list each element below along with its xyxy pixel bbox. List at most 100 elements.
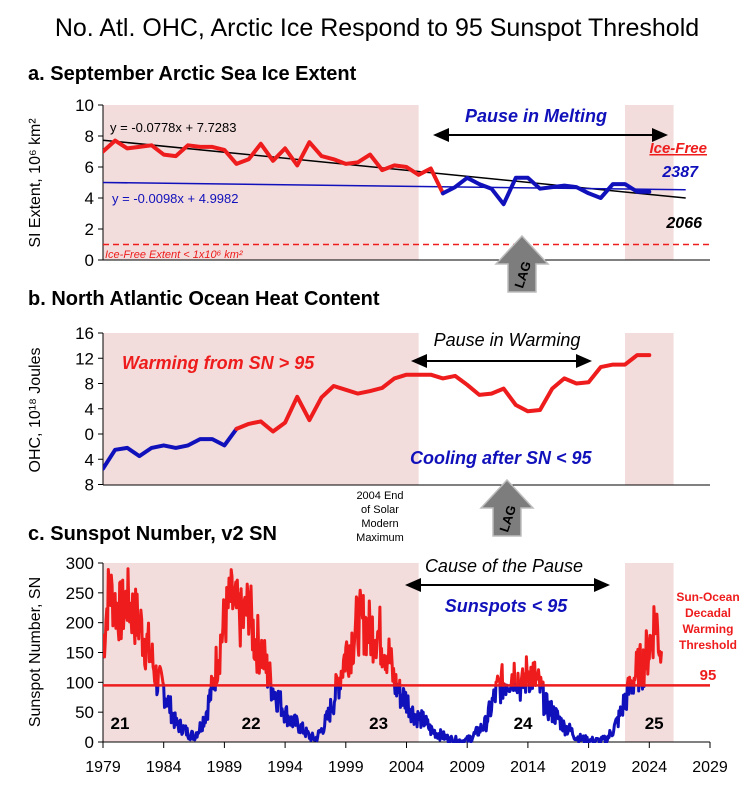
panel-b-ytick-label: 4	[85, 450, 94, 469]
panel-c-series-segment-63	[631, 683, 636, 695]
panel-c-series-segment-43	[523, 683, 528, 694]
panel-b-ytick-label: 8	[85, 375, 94, 394]
panel-c-ytick-label: 50	[75, 703, 94, 722]
panel-a-trend1-equation: y = -0.0778x + 7.7283	[110, 120, 236, 135]
panel-c-series-segment-0	[103, 567, 159, 687]
panel-c-series-segment-2	[156, 664, 165, 687]
panel-b-series-line-1	[234, 353, 652, 434]
panel-b-cooling-label: Cooling after SN < 95	[410, 448, 593, 468]
panel-a-shade-1	[625, 105, 674, 260]
panel-a-yaxis: 0 2 4 6 8 10	[75, 96, 104, 270]
panel-c-series-segment-27	[501, 683, 505, 700]
panel-c-series-segment-44	[524, 655, 531, 687]
panel-c-series-segment-26	[499, 663, 505, 687]
panel-c-cause-label: Cause of the Pause	[425, 556, 583, 576]
panel-c-cause-arrow	[405, 578, 610, 592]
panel-c-series-segment-64	[632, 647, 641, 687]
panel-b-pause-arrow	[411, 354, 592, 368]
panel-b-yaxis: 16 12 8 4 0 4 8	[75, 324, 104, 495]
panel-c-ytick-label: 100	[66, 673, 94, 692]
panel-a-ytick-label: 0	[85, 251, 94, 270]
svg-text:Modern: Modern	[361, 518, 398, 530]
panel-b-ytick-label: 0	[85, 425, 94, 444]
svg-text:Maximum: Maximum	[356, 532, 404, 544]
panel-b-series	[103, 353, 652, 471]
panel-c-series-segment-16	[339, 588, 396, 687]
panel-c-xtick-label: 2019	[571, 759, 607, 776]
panel-a-ytick-label: 10	[75, 96, 94, 115]
panel-c-series-segment-48	[531, 660, 537, 687]
panel-a-trend2-end-label: 2387	[661, 164, 699, 181]
panel-c-ytick-label: 150	[66, 644, 94, 663]
panel-c-xtick-label: 1994	[267, 759, 303, 776]
panel-c-cycle-label: 21	[111, 714, 130, 733]
panel-c-series-segment-7	[213, 683, 217, 692]
panel-b-pause-label: Pause in Warming	[434, 330, 581, 350]
svg-text:of Solar: of Solar	[361, 504, 399, 516]
panel-c-threshold-value: 95	[700, 667, 717, 684]
panel-c-xtick-label: 2029	[692, 759, 728, 776]
panel-c-xtick-label: 1984	[146, 759, 182, 776]
panel-b-shading	[103, 333, 674, 485]
panel-c-title: c. Sunspot Number, v2 SN	[28, 523, 277, 545]
panel-c-ytick-label: 250	[66, 584, 94, 603]
panel-b-series-line-0	[103, 426, 239, 471]
solar-max-note: 2004 End of Solar Modern Maximum	[356, 490, 404, 544]
panel-b-warming-label: Warming from SN > 95	[122, 353, 315, 373]
panel-c-series-segment-11	[269, 683, 338, 743]
panel-c-xtick-label: 2024	[632, 759, 668, 776]
panel-a-pause-label: Pause in Melting	[465, 106, 607, 126]
panel-a-title: a. September Arctic Sea Ice Extent	[28, 63, 357, 85]
panel-a-ice-free-label: Ice-Free	[649, 140, 707, 157]
panel-b-ytick-label: 12	[75, 349, 94, 368]
svg-text:Threshold: Threshold	[679, 638, 737, 652]
panel-c-ylabel: Sunspot Number, SN	[27, 577, 44, 727]
panel-a-pause-arrow	[433, 128, 668, 142]
panel-b-ytick-label: 8	[85, 476, 94, 495]
panel-c-cycle-label: 23	[369, 714, 388, 733]
panel-a-series-line-1	[440, 175, 652, 207]
panel-a-ytick-label: 2	[85, 220, 94, 239]
panel-a-ytick-label: 6	[85, 158, 94, 177]
panel-a-ytick-label: 8	[85, 127, 94, 146]
panel-c-cycle-label: 25	[645, 714, 664, 733]
panel-a-series	[103, 138, 652, 207]
panel-a-trend2-equation: y = -0.0098x + 4.9982	[112, 191, 238, 206]
panel-c-series-segment-1	[155, 683, 160, 697]
panel-c-xtick-label: 2014	[510, 759, 546, 776]
figure-title: No. Atl. OHC, Arctic Ice Respond to 95 S…	[55, 14, 699, 42]
panel-a-ytick-label: 4	[85, 189, 94, 208]
panel-a-trendlines	[103, 139, 686, 199]
panel-c-series-segment-8	[213, 568, 270, 687]
panel-c-xtick-label: 2004	[389, 759, 425, 776]
panel-a-ylabel: SI Extent, 10⁶ km²	[27, 118, 44, 248]
panel-b-ytick-label: 4	[85, 400, 94, 419]
panel-b-title: b. North Atlantic Ocean Heat Content	[28, 288, 380, 310]
panel-c-ytick-label: 0	[85, 733, 94, 752]
panel-c-sunspots-low-label: Sunspots < 95	[445, 596, 569, 616]
panel-c-ytick-label: 300	[66, 554, 94, 573]
panel-c-series-segment-51	[538, 683, 542, 694]
panel-b-ylabel: OHC, 10¹⁸ Joules	[27, 347, 44, 472]
panel-c-series-segment-39	[518, 683, 523, 702]
panel-c-threshold-note: Sun-Ocean Decadal Warming Threshold	[676, 590, 739, 652]
panel-c-xtick-label: 1979	[85, 759, 121, 776]
panel-a-threshold-label: Ice-Free Extent < 1x10⁶ km²	[105, 249, 243, 261]
panel-c-cycle-label: 22	[242, 714, 261, 733]
panel-b-shade-0	[103, 333, 419, 485]
lag-arrow-lower: LAG	[479, 478, 535, 537]
svg-text:2004 End: 2004 End	[356, 490, 403, 502]
panel-c-xaxis: 1979 1984 1989 1994 1999 2004 2009 2014 2019 2024…	[85, 742, 728, 776]
panel-c-series-segment-25	[498, 683, 503, 705]
svg-text:Sun-Ocean: Sun-Ocean	[676, 590, 739, 604]
panel-c-yaxis: 0 50 100 150 200 250 300	[66, 554, 104, 752]
panel-c-series-segment-23	[398, 683, 498, 743]
lag-arrow-upper: LAG	[494, 234, 550, 293]
panel-c-series-segment-31	[505, 683, 513, 694]
panel-c-series-segment-55	[541, 683, 629, 743]
panel-c-series-segment-34	[512, 661, 517, 687]
panel-c-cycle-label: 24	[514, 714, 533, 733]
svg-text:Warming: Warming	[683, 622, 734, 636]
panel-c-xtick-label: 1999	[328, 759, 364, 776]
